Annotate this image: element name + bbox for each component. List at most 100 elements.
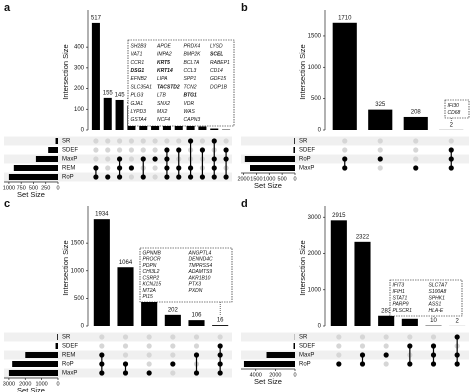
gene-label: ADAMTS9 [188,269,213,275]
panel-label: d [241,198,248,210]
set-name: SDEF [299,344,315,350]
gene-box [139,247,233,303]
x-tick-label: 0 [293,372,296,378]
matrix-row-band [4,368,232,378]
matrix-dot [342,156,348,162]
x-tick-label: 1000 [36,381,48,387]
matrix-dot-empty [93,156,99,162]
bar [332,22,357,130]
set-name: SR [62,139,71,145]
gene-label: VDR [184,101,195,107]
matrix-dot-empty [122,343,129,349]
set-size-bar [13,165,58,171]
matrix-dot-empty [146,352,152,358]
matrix-dot [105,174,111,180]
gene-label: LYPD3 [131,109,147,115]
matrix-dot-empty [383,334,389,340]
bar [162,122,171,130]
gene-label: SH2B3 [131,43,147,49]
gene-label: GDF15 [210,76,226,82]
set-name: SDEF [299,148,315,154]
set-name: REM [62,166,75,172]
matrix-dot [217,361,223,367]
matrix-dot [116,174,123,180]
gene-label: CCL3 [184,68,197,74]
matrix-dot [407,361,413,367]
gene-label: PROCR [143,257,161,263]
set-name: SR [299,335,308,341]
gene-label: DOP1B [210,84,228,90]
set-size-bar [243,361,295,367]
gene-label: BCL7A [184,60,201,66]
gene-label: SPHK1 [429,295,446,301]
gene-label: KCNJ15 [143,282,162,288]
matrix-dot [128,165,135,171]
gene-label: BTG1 [184,93,198,99]
matrix-dot-empty [122,334,129,340]
gene-label: SPP1 [184,76,197,82]
bar [368,109,393,130]
gene-label: ANGPTL4 [188,250,212,256]
matrix-dot [211,174,217,180]
matrix-dot [164,156,170,162]
set-size-bar [57,334,58,340]
x-tick-label: 2000 [237,176,249,182]
matrix-dot-empty [223,138,229,144]
matrix-dot [146,370,152,376]
matrix-dot [448,156,454,162]
matrix-dot [336,361,342,367]
bar [354,241,371,326]
set-name: RoP [299,157,311,163]
bar [188,320,205,326]
gene-label: STAT1 [393,295,408,301]
matrix-dot [122,361,129,367]
matrix-dot-empty [359,334,366,340]
gene-label: CAPN3 [184,117,201,123]
matrix-dot [176,165,182,171]
matrix-row-band [241,350,469,360]
matrix-dot [223,147,229,153]
y-tick-label: 0 [81,128,85,134]
set-name: MaxP [62,371,77,377]
gene-label: IFIH1 [393,289,405,295]
y-tick-label: 1000 [308,287,322,293]
gene-label: TMPRSS4 [189,263,213,269]
matrix-dot [93,165,99,171]
matrix-dot-empty [377,165,383,171]
set-size-bar [293,147,295,153]
set-size-bar [12,361,59,367]
x-axis-title: Set Size [17,190,45,199]
matrix-dot [99,352,105,358]
x-tick-label: 0 [56,381,59,387]
matrix-dot [164,174,170,180]
matrix-dot-empty [146,361,152,367]
matrix-dot-empty [116,138,123,144]
gene-label: GPNMB [143,250,162,256]
bar [210,128,219,130]
matrix-dot [448,147,454,153]
set-size-bar [55,343,58,349]
panel-label: a [4,2,11,14]
y-tick-label: 0 [81,324,85,330]
bar-value-label: 106 [191,313,202,319]
matrix-dot [407,343,413,349]
bar [401,318,418,326]
gene-label: MX2 [157,109,168,115]
gene-box [127,39,235,127]
matrix-dot-empty [413,156,419,162]
matrix-dot-empty [193,343,200,349]
matrix-dot [217,352,223,358]
matrix-dot-empty [122,352,129,358]
bar [378,315,395,326]
y-tick-label: 100 [74,107,85,113]
gene-label: PARP9 [393,302,409,308]
matrix-dot-empty [99,334,105,340]
x-axis-title: Set Size [254,181,282,190]
matrix-dot-empty [199,138,206,144]
matrix-dot [116,156,123,162]
gene-label: APOE [156,43,172,49]
bar [403,116,428,130]
set-size-bar [55,138,58,144]
gene-label: KRT14 [157,68,173,74]
bar-value-label: 202 [168,307,179,313]
